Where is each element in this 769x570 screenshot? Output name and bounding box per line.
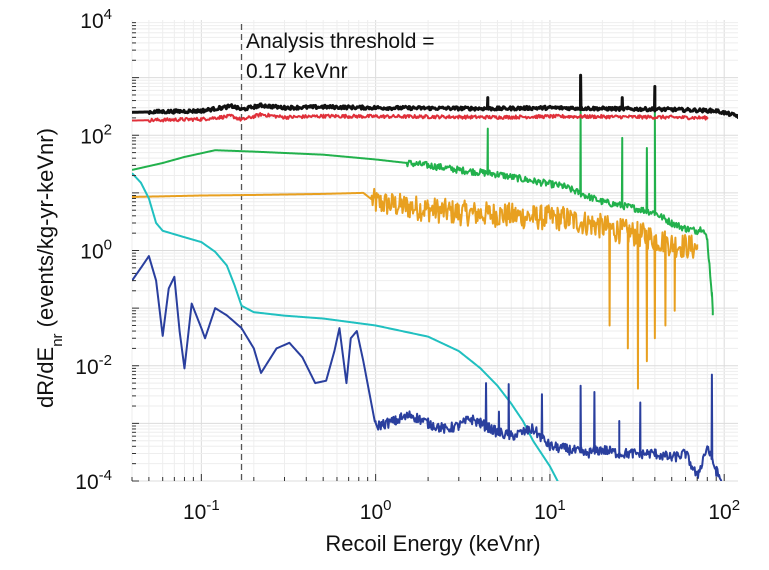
series-line	[132, 172, 559, 481]
series-line	[132, 112, 709, 123]
y-axis-title-units: (events/kg-yr-keVnr)	[33, 128, 58, 333]
x-axis-title: Recoil Energy (keVnr)	[325, 531, 540, 556]
y-tick-label: 100	[80, 237, 112, 264]
y-axis-title-main: dR/dE	[33, 347, 58, 408]
threshold-label-line1: Analysis threshold =	[246, 30, 435, 53]
y-tick-label: 10-2	[75, 352, 112, 379]
y-axis-title-subscript: nr	[49, 333, 66, 346]
y-tick-label: 104	[80, 6, 112, 33]
x-tick-label: 102	[708, 497, 740, 524]
threshold-label-line2: 0.17 keVnr	[246, 60, 348, 83]
y-tick-label: 102	[80, 121, 112, 148]
series-layer	[132, 73, 738, 481]
x-tick-label: 10-1	[183, 497, 220, 524]
series-line	[132, 255, 723, 481]
y-tick-label: 10-4	[75, 467, 112, 494]
series-line	[132, 109, 714, 316]
y-axis-title: dR/dEnr (events/kg-yr-keVnr)	[33, 128, 66, 408]
x-tick-label: 101	[534, 497, 566, 524]
series-line	[132, 73, 738, 119]
series-line	[132, 187, 699, 390]
x-tick-label: 100	[360, 497, 392, 524]
tick-layer: 10-1 100 101 102 10-4 10-2 100 102 104	[75, 6, 740, 524]
